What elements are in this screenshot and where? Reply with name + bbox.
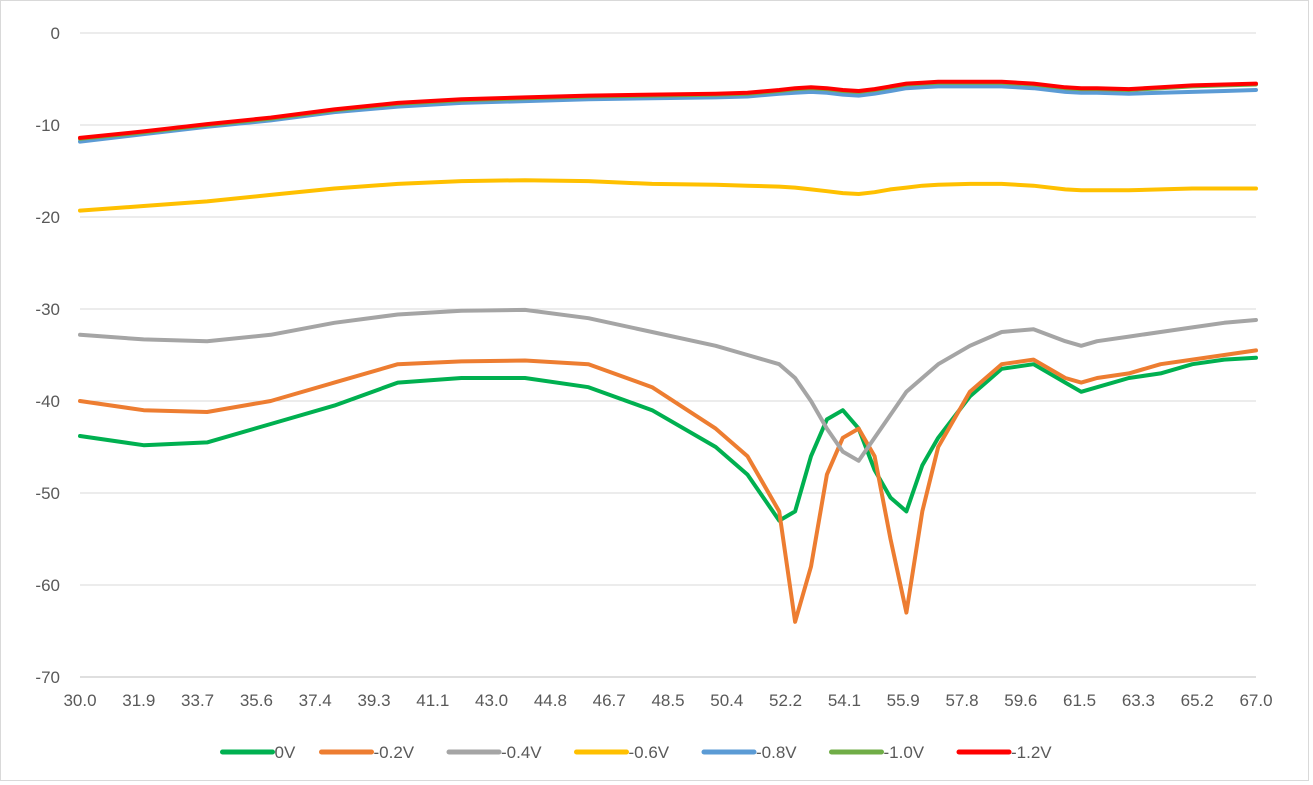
y-tick-label: -10 xyxy=(35,116,60,135)
x-tick-label: 48.5 xyxy=(651,691,684,710)
x-tick-label: 63.3 xyxy=(1122,691,1155,710)
x-tick-label: 33.7 xyxy=(181,691,214,710)
x-tick-label: 37.4 xyxy=(299,691,332,710)
legend-label: -0.4V xyxy=(501,743,542,762)
series-line-0 xyxy=(78,355,1258,523)
x-tick-label: 46.7 xyxy=(593,691,626,710)
legend-label: -0.6V xyxy=(629,743,670,762)
x-tick-label: 59.6 xyxy=(1004,691,1037,710)
y-tick-label: -70 xyxy=(35,668,60,687)
series-line-3 xyxy=(78,178,1258,213)
x-tick-label: 39.3 xyxy=(357,691,390,710)
x-tick-label: 65.2 xyxy=(1181,691,1214,710)
series-line-1 xyxy=(78,348,1258,624)
y-tick-label: -30 xyxy=(35,300,60,319)
y-axis-tick-labels: 0 -10 -20 -30 -40 -50 -60 -70 xyxy=(35,24,60,687)
x-tick-label: 57.8 xyxy=(945,691,978,710)
legend-label: -1.2V xyxy=(1011,743,1052,762)
legend-label: -0.2V xyxy=(374,743,415,762)
x-tick-label: 35.6 xyxy=(240,691,273,710)
x-tick-label: 54.1 xyxy=(828,691,861,710)
y-tick-label: -40 xyxy=(35,392,60,411)
y-tick-label: -20 xyxy=(35,208,60,227)
y-tick-label: -50 xyxy=(35,484,60,503)
x-tick-label: 31.9 xyxy=(122,691,155,710)
x-tick-label: 50.4 xyxy=(710,691,743,710)
legend-label: 0V xyxy=(275,743,296,762)
series-lines xyxy=(78,79,1258,624)
x-tick-label: 30.0 xyxy=(63,691,96,710)
x-tick-label: 41.1 xyxy=(416,691,449,710)
x-tick-label: 52.2 xyxy=(769,691,802,710)
series-line-2 xyxy=(78,307,1258,463)
x-tick-label: 67.0 xyxy=(1239,691,1272,710)
y-tick-label: 0 xyxy=(51,24,60,43)
x-tick-label: 43.0 xyxy=(475,691,508,710)
series-line-4 xyxy=(78,84,1258,144)
legend-label: -1.0V xyxy=(884,743,925,762)
x-tick-label: 61.5 xyxy=(1063,691,1096,710)
x-tick-label: 55.9 xyxy=(887,691,920,710)
y-tick-label: -60 xyxy=(35,576,60,595)
gridlines xyxy=(80,32,1256,586)
x-axis-tick-labels: 30.0 31.9 33.7 35.6 37.4 39.3 41.1 43.0 44.8 46.7… xyxy=(63,691,1272,710)
x-tick-label: 44.8 xyxy=(534,691,567,710)
series-line-6 xyxy=(78,79,1258,140)
legend-label: -0.8V xyxy=(756,743,797,762)
legend: 0V -0.2V -0.4V -0.6V -0.8V -1.0V -1.2V xyxy=(220,743,1052,762)
